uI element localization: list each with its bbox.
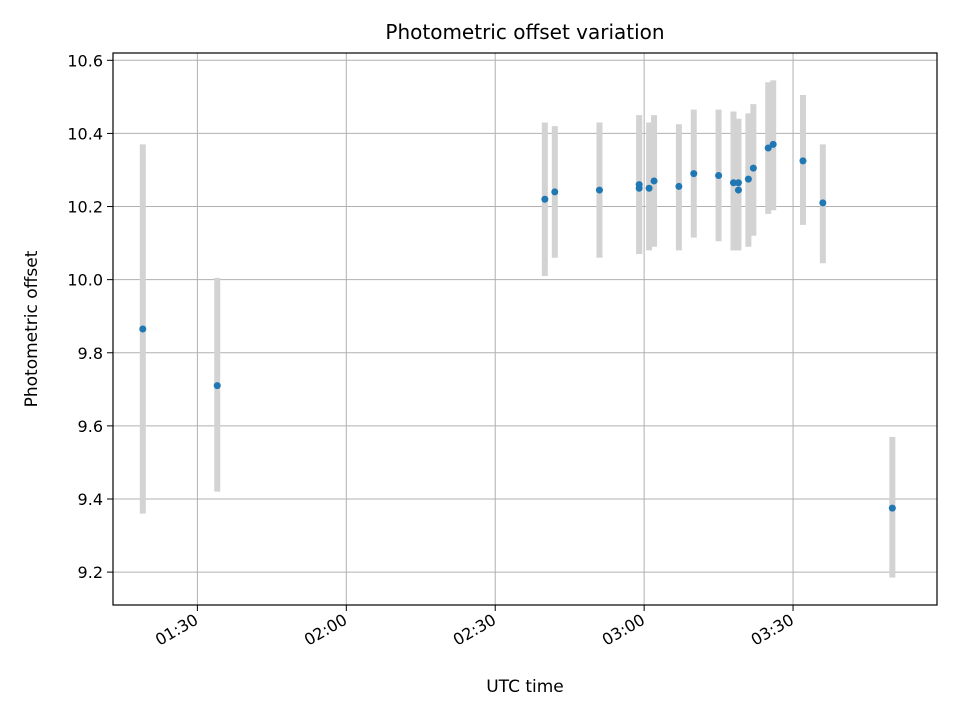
error-bars [139, 80, 896, 578]
y-tick-label: 10.0 [67, 271, 103, 290]
y-tick-label: 10.4 [67, 124, 103, 143]
x-tick-label: 01:30 [152, 610, 201, 650]
data-point [734, 179, 742, 187]
x-axis-label: UTC time [486, 677, 564, 697]
data-point [213, 382, 221, 390]
data-point [690, 170, 698, 178]
plot-frame [112, 52, 938, 606]
x-ticks: 01:30 02:00 02:30 03:00 03:30 [152, 605, 797, 650]
chart-title: Photometric offset variation [385, 20, 664, 44]
y-tick-label: 10.2 [67, 198, 103, 217]
data-point [139, 325, 147, 333]
y-axis-label: Photometric offset [22, 250, 42, 407]
data-point [650, 177, 658, 185]
y-tick-label: 9.4 [78, 490, 103, 509]
data-points [139, 140, 896, 512]
data-point [799, 157, 807, 165]
data-point [744, 175, 752, 183]
y-ticks: 9.2 9.4 9.6 9.8 10.0 10.2 10.4 10.6 [67, 51, 113, 582]
data-point [819, 199, 827, 207]
data-point [635, 181, 643, 189]
data-point [769, 140, 777, 148]
x-tick-label: 03:30 [748, 610, 797, 650]
data-point [675, 182, 683, 190]
x-tick-label: 02:30 [450, 610, 499, 650]
data-point [749, 164, 757, 172]
data-point [888, 504, 896, 512]
y-tick-label: 9.6 [78, 417, 103, 436]
x-tick-label: 02:00 [301, 610, 350, 650]
y-tick-label: 10.6 [67, 51, 103, 70]
x-tick-label: 03:00 [599, 610, 648, 650]
grid [113, 53, 937, 605]
data-point [729, 179, 737, 187]
data-point [595, 186, 603, 194]
data-point [715, 171, 723, 179]
data-point [645, 184, 653, 192]
data-point [734, 186, 742, 194]
data-point [541, 195, 549, 203]
y-tick-label: 9.2 [78, 563, 103, 582]
y-tick-label: 9.8 [78, 344, 103, 363]
data-point [764, 144, 772, 152]
data-point [551, 188, 559, 196]
